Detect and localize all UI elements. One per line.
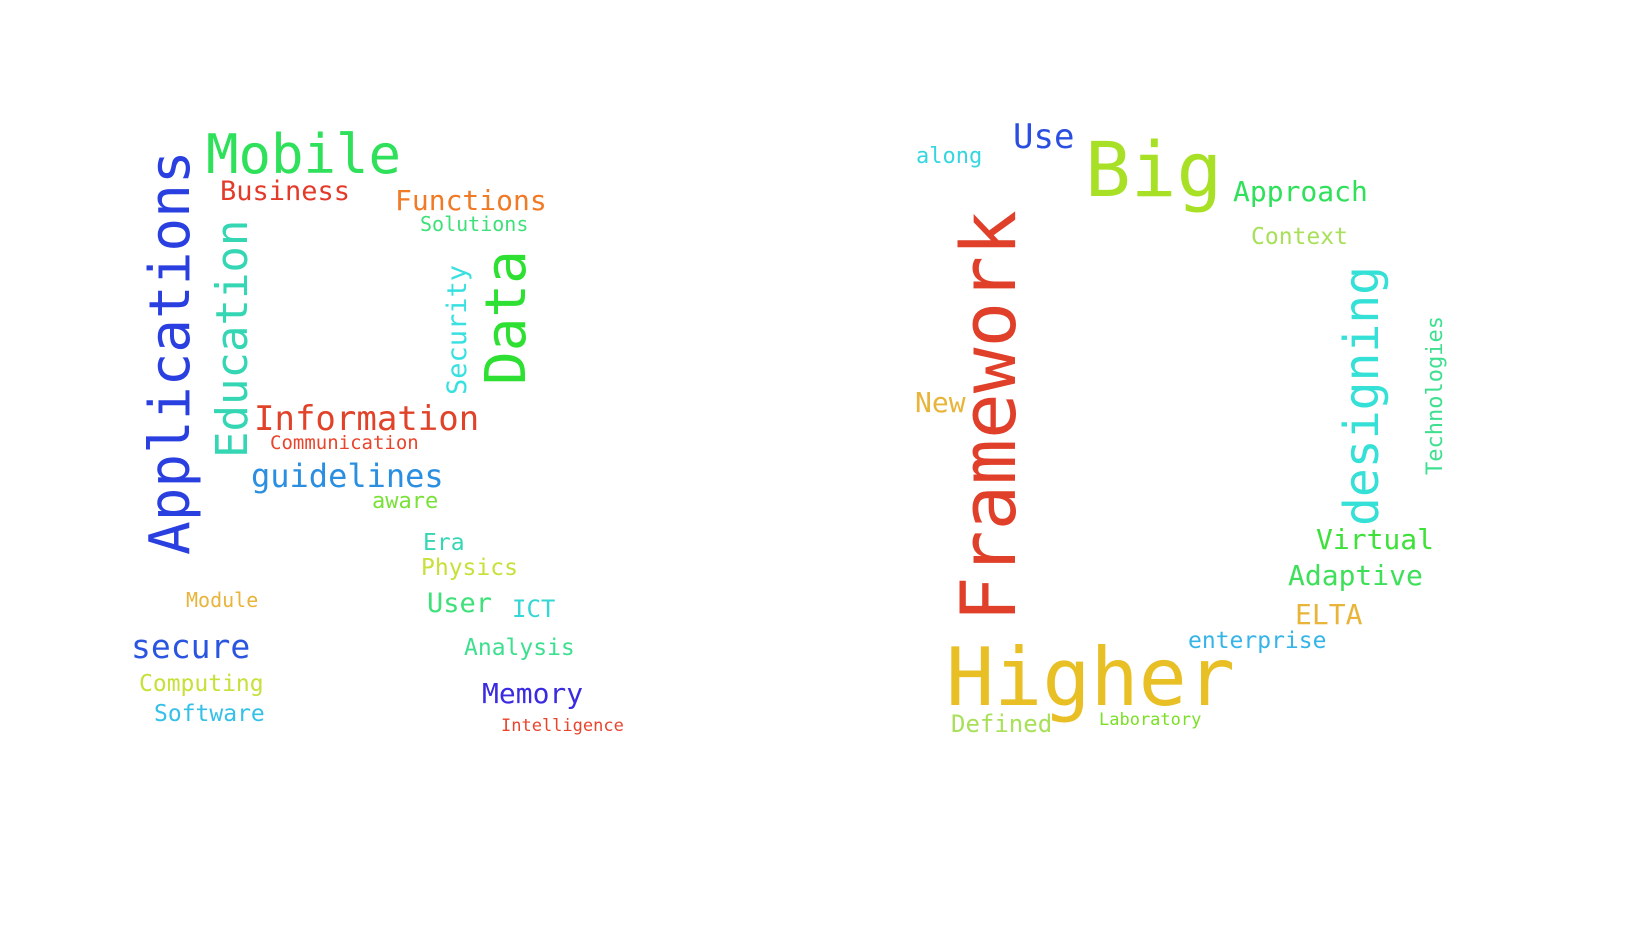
word-designing: designing: [1334, 265, 1390, 526]
word-software: Software: [154, 701, 265, 727]
word-physics: Physics: [421, 555, 518, 581]
word-applications: Applications: [138, 150, 203, 555]
word-education: Education: [207, 219, 258, 458]
word-elta: ELTA: [1295, 598, 1363, 631]
word-analysis: Analysis: [464, 635, 575, 661]
word-cloud-right: Use along Big Approach Framework Context…: [820, 0, 1641, 925]
word-functions: Functions: [395, 184, 547, 217]
word-era: Era: [423, 530, 465, 556]
word-computing: Computing: [139, 671, 264, 697]
word-solutions: Solutions: [420, 212, 529, 236]
word-data: Data: [474, 250, 539, 385]
word-aware: aware: [372, 489, 439, 514]
word-laboratory: Laboratory: [1099, 710, 1202, 730]
word-user: User: [427, 588, 493, 619]
word-higher: Higher: [946, 631, 1235, 724]
word-use: Use: [1013, 117, 1075, 157]
word-secure: secure: [131, 627, 251, 666]
word-context: Context: [1251, 224, 1348, 250]
word-big: Big: [1085, 125, 1223, 214]
word-new: New: [915, 386, 966, 419]
word-guidelines: guidelines: [251, 457, 444, 495]
word-security: Security: [442, 264, 473, 395]
word-module: Module: [186, 588, 259, 612]
word-defined: Defined: [951, 710, 1053, 738]
word-virtual: Virtual: [1316, 523, 1435, 556]
word-information: Information: [254, 399, 480, 439]
word-along: along: [916, 144, 983, 169]
word-intelligence: Intelligence: [501, 716, 624, 736]
word-memory: Memory: [482, 677, 584, 710]
word-enterprise: enterprise: [1188, 628, 1327, 654]
word-adaptive: Adaptive: [1288, 559, 1423, 592]
word-mobile: Mobile: [206, 123, 402, 186]
word-technologies: Technologies: [1423, 316, 1448, 475]
word-communication: Communication: [270, 432, 419, 454]
word-ict: ICT: [512, 595, 556, 623]
word-business: Business: [220, 176, 351, 207]
word-cloud-left: Mobile Applications Education Business F…: [0, 0, 820, 925]
word-approach: Approach: [1233, 175, 1368, 208]
